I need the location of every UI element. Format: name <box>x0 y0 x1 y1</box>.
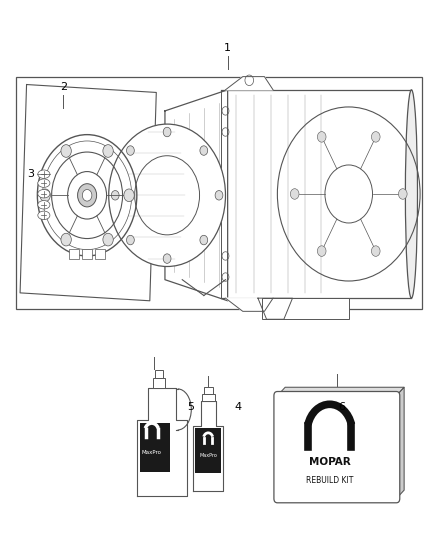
Bar <box>204 387 213 393</box>
Circle shape <box>61 233 71 246</box>
FancyBboxPatch shape <box>274 392 400 503</box>
Circle shape <box>318 132 326 142</box>
Ellipse shape <box>38 211 50 220</box>
Text: MaxPro: MaxPro <box>199 453 217 458</box>
Circle shape <box>163 127 171 137</box>
Polygon shape <box>277 387 404 395</box>
Circle shape <box>40 189 50 201</box>
Text: 2: 2 <box>60 83 67 92</box>
Bar <box>262 298 349 319</box>
Bar <box>16 77 422 309</box>
Ellipse shape <box>38 190 50 198</box>
Circle shape <box>163 254 171 263</box>
Circle shape <box>318 246 326 256</box>
Bar <box>221 90 411 298</box>
Circle shape <box>103 144 113 157</box>
Polygon shape <box>396 387 404 498</box>
Circle shape <box>111 191 119 200</box>
Polygon shape <box>258 298 293 319</box>
Text: ™: ™ <box>332 459 337 464</box>
Bar <box>155 370 162 378</box>
Bar <box>201 393 215 401</box>
Ellipse shape <box>406 90 417 298</box>
Bar <box>82 249 92 259</box>
Circle shape <box>200 235 208 245</box>
Circle shape <box>127 146 134 155</box>
Polygon shape <box>137 388 187 496</box>
Ellipse shape <box>38 170 50 179</box>
Polygon shape <box>226 298 273 311</box>
Circle shape <box>61 144 71 157</box>
Text: MaxPro: MaxPro <box>142 450 162 455</box>
Circle shape <box>215 191 223 200</box>
Ellipse shape <box>38 179 50 188</box>
Circle shape <box>78 184 97 207</box>
Circle shape <box>200 146 208 155</box>
Circle shape <box>399 189 407 199</box>
Text: REBUILD KIT: REBUILD KIT <box>306 475 353 484</box>
Bar <box>195 428 221 473</box>
Text: 1: 1 <box>224 43 231 53</box>
Circle shape <box>127 235 134 245</box>
Ellipse shape <box>38 200 50 209</box>
Circle shape <box>124 189 134 201</box>
Polygon shape <box>226 77 273 90</box>
Circle shape <box>371 246 380 256</box>
Text: 4: 4 <box>235 401 242 411</box>
Text: 6: 6 <box>339 401 346 411</box>
Text: 3: 3 <box>28 169 35 179</box>
Bar <box>95 249 105 259</box>
Text: 5: 5 <box>187 401 194 411</box>
Bar <box>153 378 165 388</box>
Circle shape <box>103 233 113 246</box>
Bar <box>140 424 170 472</box>
Circle shape <box>290 189 299 199</box>
Polygon shape <box>165 90 228 301</box>
Circle shape <box>35 132 139 259</box>
Text: MOPAR: MOPAR <box>309 457 350 466</box>
Polygon shape <box>193 401 223 491</box>
Bar <box>69 249 79 259</box>
Circle shape <box>82 190 92 201</box>
Circle shape <box>109 124 226 266</box>
Circle shape <box>371 132 380 142</box>
